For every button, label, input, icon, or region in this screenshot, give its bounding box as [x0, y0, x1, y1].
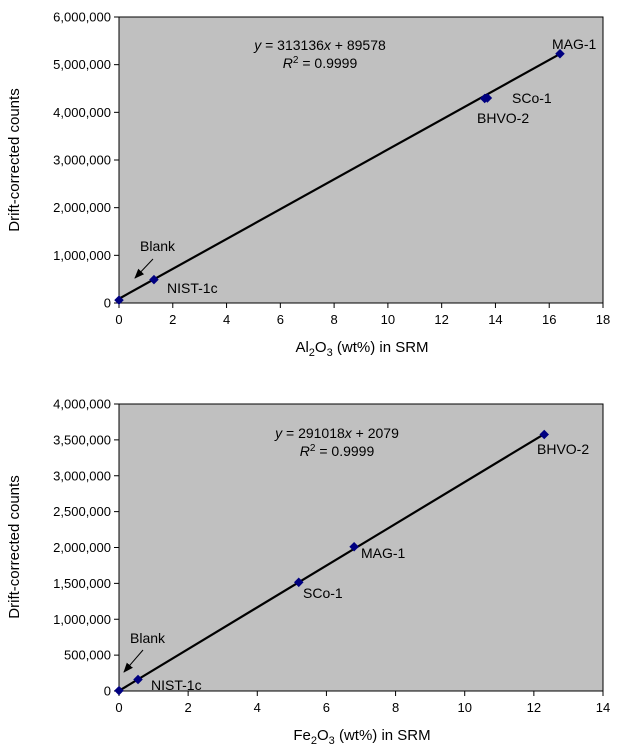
- data-point-sco-1: [294, 577, 304, 588]
- point-label-nist-1c: NIST-1c: [151, 677, 202, 693]
- y-axis-title: Drift-corrected counts: [6, 475, 23, 618]
- chart-fe2o3: 0 500,000 1,000,000 1,500,000 2,000,000 2,500…: [6, 397, 610, 748]
- blank-arrow: [123, 649, 144, 673]
- x-tick-label: 6: [277, 312, 284, 327]
- x-tick-label: 0: [115, 312, 122, 327]
- y-tick-label: 1,000,000: [53, 248, 111, 263]
- x-tick-label: 10: [457, 700, 471, 715]
- data-point-bhvo-2: [539, 429, 549, 440]
- r-squared: R2 = 0.9999: [283, 55, 358, 71]
- x-tick-label: 14: [596, 700, 610, 715]
- data-point-nist-1c: [133, 674, 143, 685]
- data-point-mag-1: [555, 48, 565, 59]
- x-tick-label: 10: [381, 312, 395, 327]
- data-point-nist-1c: [149, 274, 159, 285]
- blank-arrow: [134, 258, 154, 279]
- y-axis: [114, 403, 119, 692]
- y-tick-labels: 0 1,000,000 2,000,000 3,000,000 4,000,000 5,0…: [53, 10, 111, 311]
- plot-area: [118, 16, 604, 304]
- x-tick-label: 6: [323, 700, 330, 715]
- data-point-mag-1: [349, 542, 359, 552]
- x-tick-labels: 0 2 4 6 8 10 12 14 16 18: [115, 312, 610, 327]
- data-point-sco-1: [482, 93, 493, 103]
- x-axis: [118, 303, 604, 308]
- y-tick-label: 0: [104, 296, 111, 311]
- y-axis-title: Drift-corrected counts: [6, 88, 23, 231]
- y-tick-label: 1,000,000: [53, 612, 111, 627]
- point-label-sco-1: SCo-1: [303, 585, 343, 601]
- x-tick-label: 0: [115, 700, 122, 715]
- y-tick-label: 4,000,000: [53, 105, 111, 120]
- x-tick-label: 8: [392, 700, 399, 715]
- y-tick-label: 3,000,000: [53, 468, 111, 483]
- x-tick-label: 8: [330, 312, 337, 327]
- x-tick-label: 14: [488, 312, 502, 327]
- y-tick-label: 5,000,000: [53, 57, 111, 72]
- y-tick-label: 3,500,000: [53, 432, 111, 447]
- fit-line: [118, 433, 545, 692]
- y-tick-label: 2,500,000: [53, 504, 111, 519]
- y-axis: [114, 16, 119, 304]
- data-points: [114, 48, 565, 305]
- x-tick-label: 18: [596, 312, 610, 327]
- x-tick-label: 12: [527, 700, 541, 715]
- point-label-bhvo-2: BHVO-2: [477, 110, 529, 126]
- y-tick-label: 2,000,000: [53, 200, 111, 215]
- plot-area: [118, 403, 604, 692]
- point-label-nist-1c: NIST-1c: [167, 280, 218, 296]
- data-point-blank: [114, 295, 124, 305]
- x-tick-label: 16: [542, 312, 556, 327]
- point-label-blank: Blank: [130, 630, 166, 646]
- point-label-mag-1: MAG-1: [361, 545, 406, 561]
- x-axis-title: Al2O3 (wt%) in SRM: [295, 339, 428, 359]
- y-tick-label: 500,000: [64, 648, 111, 663]
- equation: y = 313136x + 89578: [253, 37, 386, 53]
- x-tick-label: 2: [185, 700, 192, 715]
- chart-al2o3: 0 1,000,000 2,000,000 3,000,000 4,000,000 5,0…: [6, 10, 610, 360]
- point-label-blank: Blank: [140, 238, 176, 254]
- y-tick-label: 6,000,000: [53, 10, 111, 25]
- x-tick-label: 4: [223, 312, 230, 327]
- y-tick-label: 2,000,000: [53, 540, 111, 555]
- point-label-sco-1: SCo-1: [512, 90, 552, 106]
- y-tick-labels: 0 500,000 1,000,000 1,500,000 2,000,000 2,500…: [53, 397, 111, 699]
- equation: y = 291018x + 2079: [274, 425, 399, 441]
- x-tick-labels: 0 2 4 6 8 10 12 14: [115, 700, 610, 715]
- y-tick-label: 1,500,000: [53, 576, 111, 591]
- point-label-bhvo-2: BHVO-2: [537, 441, 589, 457]
- x-tick-label: 4: [254, 700, 261, 715]
- y-tick-label: 3,000,000: [53, 153, 111, 168]
- x-axis-title: Fe2O3 (wt%) in SRM: [293, 727, 430, 747]
- data-point-blank: [114, 685, 124, 696]
- point-label-mag-1: MAG-1: [552, 36, 597, 52]
- r-squared: R2 = 0.9999: [300, 443, 375, 459]
- x-tick-label: 2: [169, 312, 176, 327]
- data-points: [114, 429, 549, 696]
- y-tick-label: 0: [104, 684, 111, 699]
- x-tick-label: 12: [434, 312, 448, 327]
- y-tick-label: 4,000,000: [53, 397, 111, 412]
